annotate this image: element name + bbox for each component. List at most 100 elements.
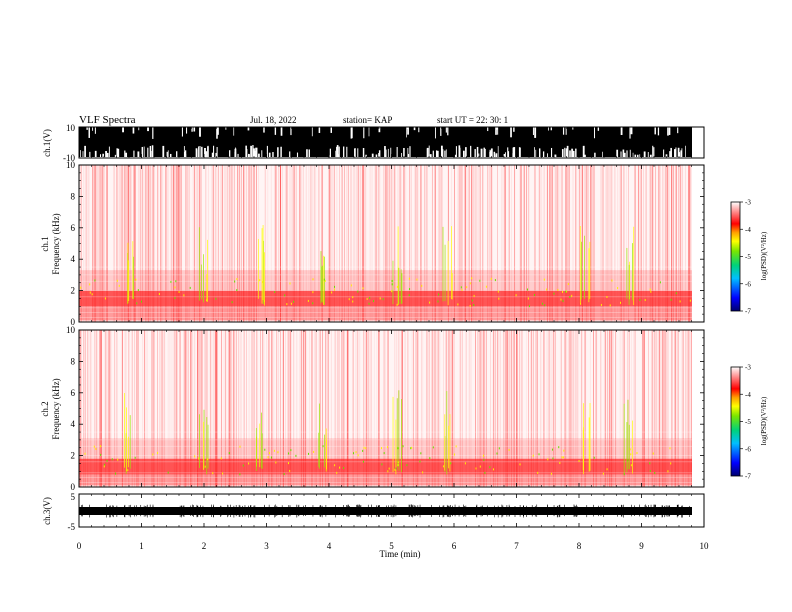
ch1-waveform-gap: [670, 147, 672, 157]
band-speckle: [537, 471, 539, 474]
band-speckle: [639, 298, 641, 301]
band-speckle: [562, 456, 564, 459]
band-speckle: [350, 284, 352, 287]
band-speckle: [183, 294, 185, 297]
ch1-waveform-gap: [678, 152, 681, 157]
band-speckle: [619, 301, 621, 304]
ch1-waveform-gap: [114, 154, 116, 157]
band-speckle: [103, 465, 105, 468]
band-speckle: [394, 468, 396, 471]
ch1-waveform-gap: [495, 154, 497, 157]
band-speckle: [274, 291, 276, 294]
ch1-waveform-ylabel: ch.1(V): [42, 129, 52, 157]
ch1-waveform-gap: [82, 151, 84, 157]
ch1-waveform-gap: [346, 146, 348, 157]
band-speckle: [369, 296, 371, 299]
band-speckle: [526, 288, 528, 291]
band-speckle: [100, 453, 102, 456]
ch1-waveform-gap: [435, 150, 438, 157]
band-speckle: [194, 455, 196, 458]
band-speckle: [644, 299, 646, 302]
ch1-waveform-gap: [84, 145, 86, 157]
ch1-waveform-gap: [495, 153, 498, 157]
ch1-waveform-gap: [444, 150, 446, 157]
ch1-waveform-gap: [484, 148, 486, 157]
ch1-waveform-gap: [80, 150, 81, 157]
ch1-waveform-gap: [199, 127, 201, 137]
band-speckle: [287, 462, 289, 465]
ch1-ytick-top: 10: [66, 123, 76, 133]
band-speckle: [438, 293, 440, 296]
ch1-waveform-gap: [108, 146, 110, 157]
band-speckle: [429, 301, 431, 304]
ch1-waveform-gap: [204, 147, 206, 157]
ch1-waveform-gap: [455, 146, 457, 157]
band-speckle: [420, 452, 422, 455]
ch1-spectrogram-panel: 0 2 4 6 8 10 ch.1 Frequency (kHz) -3 -4 -5 -6 -7 …: [40, 160, 768, 327]
colorbar-tick-label: -4: [745, 226, 751, 234]
band-speckle: [336, 471, 338, 474]
colorbar-tick-label: -7: [745, 473, 751, 481]
colorbar-tick-label: -7: [745, 308, 751, 316]
ch2-spectrogram-panel: 0 2 4 6 8 10 ch.2 Frequency (kHz) -3 -4 -5 -6 -7 …: [40, 325, 768, 492]
band-speckle: [469, 282, 471, 285]
ch1-waveform-gap: [409, 146, 411, 157]
ch1-waveform-gap: [162, 145, 165, 157]
y-tick-label: 2: [71, 286, 76, 296]
band-speckle: [498, 447, 500, 450]
ch1-waveform-gap: [647, 151, 649, 157]
band-speckle: [323, 278, 325, 281]
band-speckle: [273, 449, 275, 452]
ch1-waveform-gap: [436, 150, 439, 157]
band-speckle: [111, 458, 113, 461]
ch1-waveform-gap: [547, 153, 548, 157]
ch1-waveform-gap: [88, 127, 90, 138]
ch1-waveform-gap: [496, 127, 498, 130]
band-speckle: [116, 279, 118, 282]
ch1-waveform-gap: [176, 151, 178, 157]
ch1-waveform-gap: [538, 148, 541, 157]
band-speckle: [541, 302, 543, 305]
ch1-waveform-gap: [441, 148, 442, 157]
band-speckle: [391, 290, 393, 293]
band-speckle: [267, 456, 269, 459]
ch1-waveform-gap: [166, 151, 168, 157]
band-speckle: [411, 446, 413, 449]
band-speckle: [236, 277, 238, 280]
ch1-waveform-gap: [497, 146, 499, 157]
ch1-waveform-gap: [306, 149, 308, 157]
band-speckle: [114, 472, 116, 475]
figure-title: VLF Spectra: [79, 114, 136, 126]
band-speckle: [679, 300, 681, 303]
band-speckle: [137, 289, 139, 292]
ch1-waveform-gap: [668, 127, 671, 135]
y-tick-label: 8: [71, 191, 76, 201]
band-speckle: [198, 457, 200, 460]
ch1-waveform-gap: [280, 146, 282, 157]
ch1-waveform-gap: [632, 152, 634, 157]
ch3-waveform-ylabel: ch.3(V): [42, 497, 52, 525]
band-speckle: [387, 470, 389, 473]
ch1-waveform-gap: [183, 146, 185, 157]
ch1-waveform-gap: [562, 127, 565, 135]
band-speckle: [204, 465, 206, 468]
band-speckle: [324, 279, 326, 282]
band-speckle: [368, 302, 370, 305]
band-speckle: [529, 305, 531, 308]
ch1-waveform-gap: [137, 151, 140, 157]
date-label: Jul. 18, 2022: [250, 115, 297, 125]
y-tick-label: 4: [71, 254, 76, 264]
band-speckle: [352, 296, 354, 299]
band-speckle: [362, 287, 364, 290]
ch1-waveform-gap: [407, 153, 410, 157]
band-speckle: [667, 470, 669, 473]
band-speckle: [409, 288, 411, 291]
x-tick-label: 9: [639, 541, 644, 551]
colorbar-tick-label: -4: [745, 391, 751, 399]
ch1-waveform-gap: [105, 151, 107, 157]
band-speckle: [475, 467, 477, 470]
ch1-waveform-gap: [542, 151, 545, 157]
ch1-waveform-gap: [280, 127, 283, 136]
ch1-waveform-gap: [677, 127, 679, 134]
